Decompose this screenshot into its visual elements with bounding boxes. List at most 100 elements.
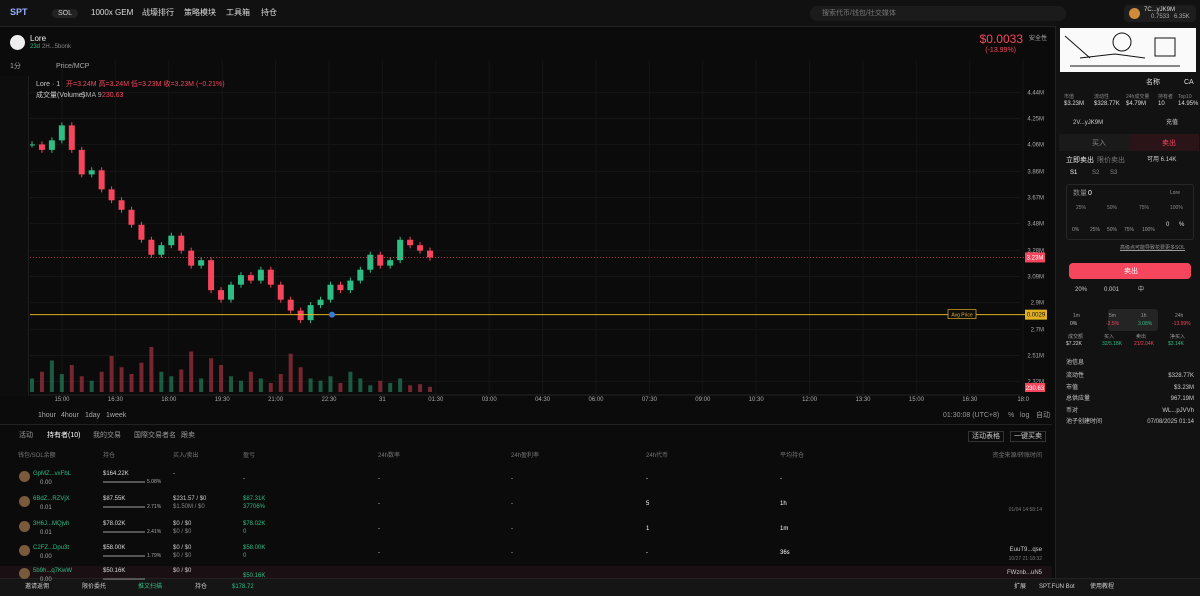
holding: $164.22K xyxy=(103,471,129,477)
nav-item[interactable]: 1000x GEM xyxy=(91,8,134,17)
quick-pct[interactable]: 25% xyxy=(1076,205,1087,211)
chain-select[interactable]: SOL xyxy=(52,9,79,18)
footer-link[interactable]: 持仓 xyxy=(195,584,208,590)
nav-item[interactable]: 工具箱 xyxy=(226,8,250,17)
side-wallet[interactable]: 2V...yJK9M xyxy=(1073,120,1104,126)
order-type[interactable]: 限价卖出 xyxy=(1097,157,1125,164)
stat: - xyxy=(511,550,513,556)
volume-bar xyxy=(338,383,343,392)
buy-tab-label[interactable]: 买入 xyxy=(1092,140,1106,147)
y-tick-label: 3.28M xyxy=(1027,249,1044,255)
tab[interactable]: 跟卖 xyxy=(181,432,195,439)
setting[interactable]: 20% xyxy=(1075,287,1088,293)
search-box[interactable] xyxy=(810,6,1066,21)
footer-link[interactable]: 邀请返佣 xyxy=(25,584,50,590)
flow-value: 21/2.04K xyxy=(1134,341,1155,347)
volume-bar xyxy=(428,386,432,392)
sell-tab-label[interactable]: 卖出 xyxy=(1162,140,1176,147)
x-tick-label: 09:00 xyxy=(695,397,711,403)
setting[interactable]: 中 xyxy=(1138,287,1145,293)
slider-value: 0 xyxy=(1166,222,1170,228)
preset[interactable]: S2 xyxy=(1092,170,1100,176)
x-tick-label: 18:0 xyxy=(1017,397,1029,403)
avg-price-tag xyxy=(1025,309,1047,320)
table-button[interactable]: 活动表格 xyxy=(968,431,1004,442)
sell-button-label[interactable]: 卖出 xyxy=(1124,268,1138,275)
deposit[interactable]: 充值 xyxy=(1166,120,1179,126)
range-button[interactable]: 1hour xyxy=(38,412,56,419)
footer-link[interactable]: 扩展 xyxy=(1014,584,1027,590)
chart-option[interactable]: % xyxy=(1008,412,1015,419)
available: 可用 6.14K xyxy=(1147,157,1177,163)
holding-bar xyxy=(103,555,145,557)
stat: - xyxy=(378,526,380,532)
tab[interactable]: 活动 xyxy=(19,432,33,439)
candle xyxy=(337,284,344,291)
stat-value: $4.79M xyxy=(1126,101,1147,107)
footer-balance: $178.72 xyxy=(232,584,254,590)
preset[interactable]: S3 xyxy=(1110,170,1118,176)
source: FWznb...uN5 xyxy=(1006,570,1042,576)
holding-pct: 2.41% xyxy=(147,529,162,535)
user-box[interactable] xyxy=(1124,5,1196,22)
last-price-tag xyxy=(1025,252,1045,263)
chart-option[interactable]: log xyxy=(1020,412,1030,419)
footer-link[interactable]: 限价委托 xyxy=(82,584,107,590)
volume-bar xyxy=(69,365,74,392)
x-tick-label: 13:30 xyxy=(855,397,871,403)
stat-label: 持有者 xyxy=(1158,94,1174,100)
sol-balance: 0.00 xyxy=(40,577,52,583)
nav-item[interactable]: 战壕排行 xyxy=(142,8,174,17)
volume-bar xyxy=(179,369,184,392)
quick-pct[interactable]: 50% xyxy=(1107,205,1118,211)
x-tick-label: 16:30 xyxy=(962,397,978,403)
footer-link[interactable]: 推文扫描 xyxy=(138,584,163,590)
tab[interactable]: 国際交易者名 xyxy=(134,432,176,439)
side-link[interactable]: 名称 xyxy=(1146,79,1160,86)
x-tick-label: 31 xyxy=(379,397,386,403)
sell-tab[interactable] xyxy=(1129,134,1199,151)
sol-balance: 0.00 xyxy=(40,554,52,560)
candle xyxy=(247,275,254,281)
candle xyxy=(228,284,234,300)
tab[interactable]: 持有者(10) xyxy=(47,432,81,439)
sell-button[interactable] xyxy=(1069,263,1191,279)
volume-bar xyxy=(278,374,283,392)
volume-bar xyxy=(59,374,64,392)
avg-price-box xyxy=(947,309,977,320)
chart-option[interactable]: 自动 xyxy=(1036,412,1050,419)
pnl-pct: 0 xyxy=(243,529,247,535)
volume-bar xyxy=(258,378,263,392)
quick-pct[interactable]: 75% xyxy=(1139,205,1150,211)
footer-link[interactable]: SPT.FUN Bot xyxy=(1039,584,1075,590)
mode-toggle[interactable]: Price/MCP xyxy=(56,63,90,70)
side-link[interactable]: CA xyxy=(1184,79,1194,86)
buy-tab[interactable] xyxy=(1059,134,1129,151)
footer-link[interactable]: 使用教程 xyxy=(1090,584,1115,590)
x-tick-label: 03:00 xyxy=(482,397,498,403)
setting[interactable]: 0.001 xyxy=(1104,287,1120,293)
avg-marker xyxy=(329,311,335,318)
range-button[interactable]: 1day xyxy=(85,412,101,419)
note: 高级点可能导致花费更多SOL xyxy=(1120,245,1186,251)
clock: 01:30:08 (UTC+8) xyxy=(943,412,1000,419)
price-chart: 4.44M 4.25M 4.06M 3.86M 3.67M 3.48M 3.28M 3.09M… xyxy=(30,60,1047,403)
x-tick-label: 01:30 xyxy=(428,397,444,403)
range-button[interactable]: 1week xyxy=(106,412,127,419)
candle xyxy=(317,299,324,306)
sol-balance: 0.01 xyxy=(40,530,52,536)
interval[interactable]: 1分 xyxy=(10,63,21,70)
nav-item[interactable]: 持仓 xyxy=(261,8,277,17)
order-type[interactable]: 立即卖出 xyxy=(1066,157,1094,164)
candle xyxy=(188,250,195,266)
quick-pct[interactable]: 100% xyxy=(1170,205,1183,211)
candle xyxy=(30,144,35,146)
logo: SPT xyxy=(10,7,28,17)
nav-item[interactable]: 策略模块 xyxy=(184,8,216,17)
tab[interactable]: 我的交易 xyxy=(93,432,121,439)
range-button[interactable]: 4hour xyxy=(61,412,79,419)
table-button[interactable]: 一键买卖 xyxy=(1010,431,1046,442)
stat: - xyxy=(511,476,513,482)
search-placeholder[interactable]: 搜索代币/钱包/社交媒体 xyxy=(822,10,896,17)
preset[interactable]: S1 xyxy=(1070,170,1078,176)
